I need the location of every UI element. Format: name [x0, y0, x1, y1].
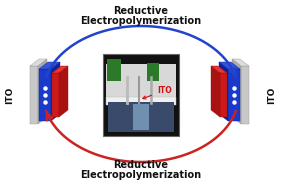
FancyBboxPatch shape [228, 69, 240, 121]
Polygon shape [39, 62, 60, 69]
FancyBboxPatch shape [107, 59, 121, 81]
FancyBboxPatch shape [103, 54, 179, 136]
FancyBboxPatch shape [241, 66, 249, 124]
FancyBboxPatch shape [39, 69, 51, 121]
Text: Reductive: Reductive [113, 6, 169, 16]
Polygon shape [59, 66, 68, 117]
FancyBboxPatch shape [30, 66, 38, 124]
Text: ITO: ITO [268, 86, 276, 104]
Polygon shape [211, 66, 220, 117]
FancyBboxPatch shape [52, 73, 59, 117]
Polygon shape [30, 59, 47, 66]
Polygon shape [232, 59, 249, 66]
Text: ITO: ITO [6, 86, 14, 104]
Polygon shape [51, 62, 60, 121]
Polygon shape [38, 59, 47, 124]
Polygon shape [52, 66, 68, 73]
FancyBboxPatch shape [106, 97, 176, 105]
Polygon shape [219, 62, 240, 69]
FancyBboxPatch shape [220, 73, 227, 117]
FancyBboxPatch shape [108, 102, 174, 132]
Polygon shape [219, 62, 228, 121]
Text: Electropolymerization: Electropolymerization [80, 170, 202, 180]
FancyBboxPatch shape [147, 63, 159, 81]
Text: ITO: ITO [143, 86, 172, 99]
FancyBboxPatch shape [133, 104, 149, 130]
FancyBboxPatch shape [106, 64, 176, 100]
Polygon shape [211, 66, 227, 73]
Text: Electropolymerization: Electropolymerization [80, 16, 202, 26]
Text: Reductive: Reductive [113, 160, 169, 170]
Polygon shape [232, 59, 241, 124]
